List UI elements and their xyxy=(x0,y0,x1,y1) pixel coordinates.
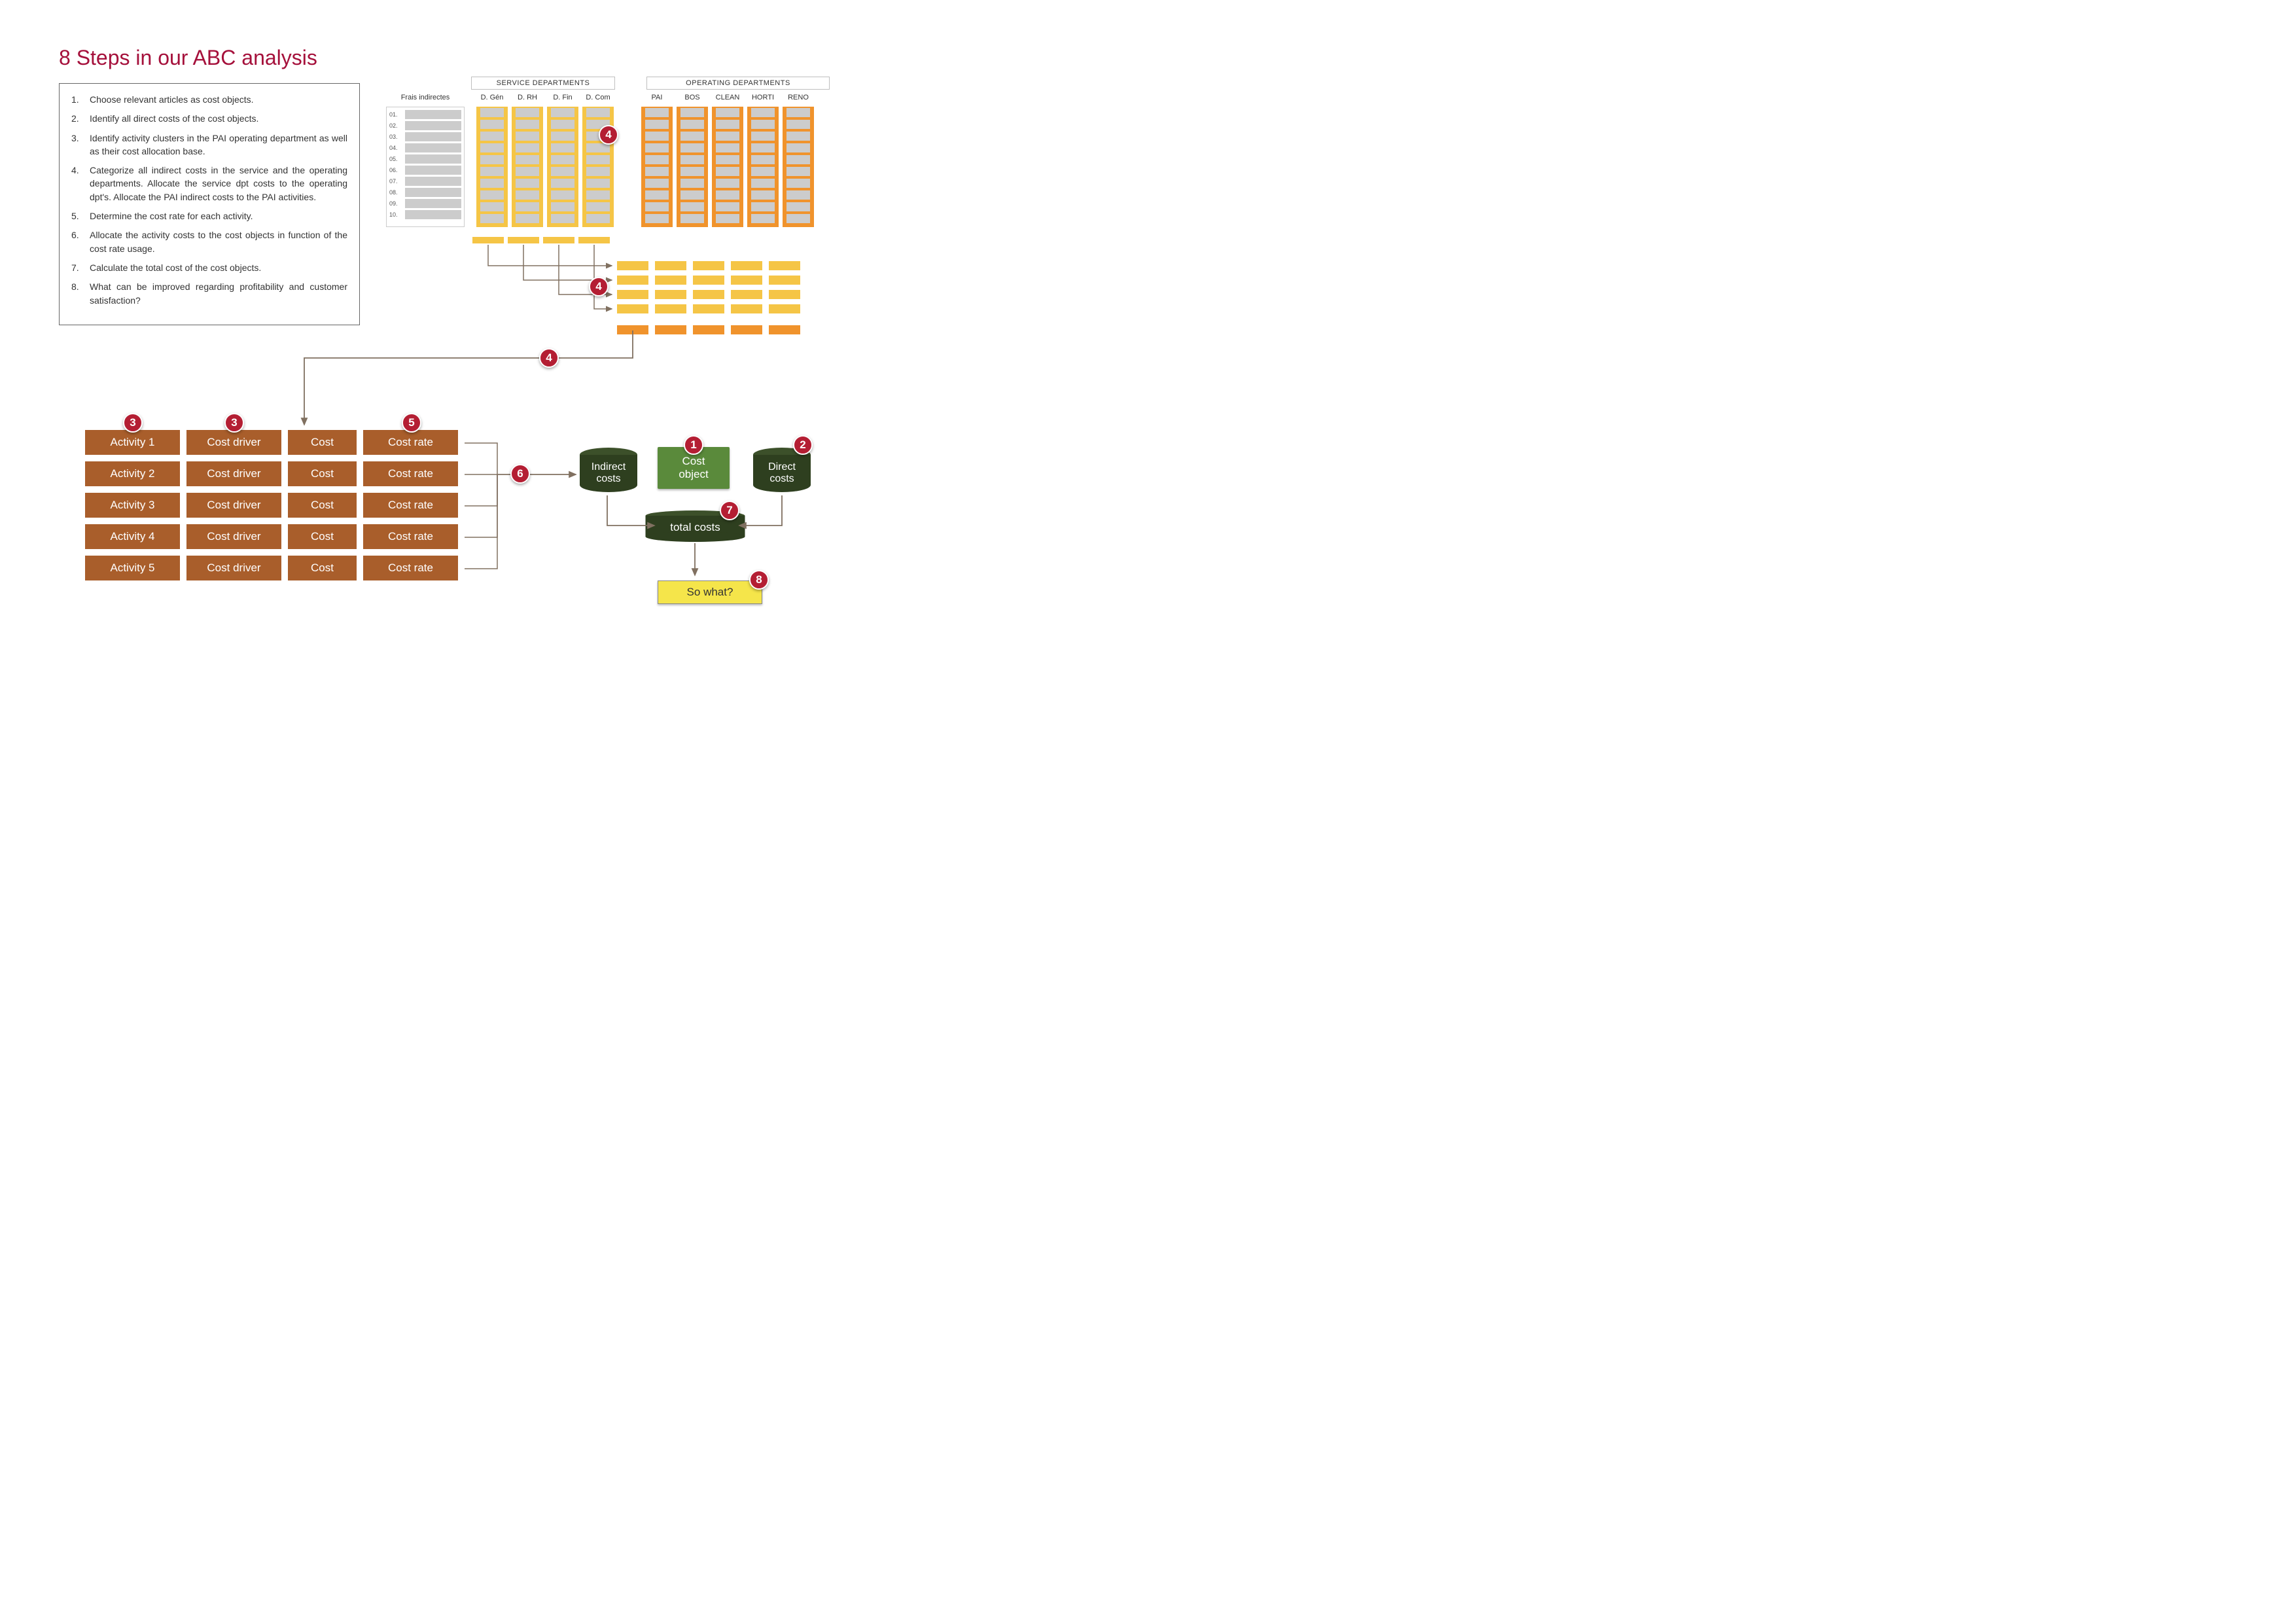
allocation-row xyxy=(617,290,800,299)
operating-column xyxy=(783,107,814,227)
indirect-row: 05. xyxy=(389,154,461,164)
indirect-row: 06. xyxy=(389,166,461,175)
service-column xyxy=(476,107,508,227)
operating-column xyxy=(641,107,673,227)
activity-cell: Cost rate xyxy=(363,461,458,486)
step-item: Identify activity clusters in the PAI op… xyxy=(71,132,347,158)
service-column xyxy=(547,107,578,227)
indirect-costs-title: Frais indirectes xyxy=(386,94,465,101)
operating-col-label: PAI xyxy=(641,94,673,104)
badge-6: 6 xyxy=(510,464,530,484)
step-item: What can be improved regarding profitabi… xyxy=(71,280,347,307)
activity-cell: Activity 2 xyxy=(85,461,180,486)
diagram-canvas: Choose relevant articles as cost objects… xyxy=(59,83,910,692)
activity-cell: Cost driver xyxy=(186,493,281,518)
step-item: Determine the cost rate for each activit… xyxy=(71,209,347,223)
service-col-label: D. Com xyxy=(582,94,614,104)
activity-row: Activity 4Cost driver CostCost rate xyxy=(85,524,458,549)
activity-row: Activity 1Cost driver CostCost rate xyxy=(85,430,458,455)
indirect-row: 03. xyxy=(389,132,461,141)
indirect-row: 08. xyxy=(389,188,461,197)
allocation-row xyxy=(617,304,800,313)
activity-cell: Activity 5 xyxy=(85,556,180,580)
service-col-label: D. Gén xyxy=(476,94,508,104)
badge-4b: 4 xyxy=(589,277,609,296)
activity-cell: Cost rate xyxy=(363,493,458,518)
badge-5: 5 xyxy=(402,413,421,433)
operating-column xyxy=(712,107,743,227)
service-summary-bar xyxy=(543,237,574,243)
activity-cell: Cost driver xyxy=(186,461,281,486)
service-dept-header: SERVICE DEPARTMENTS xyxy=(471,77,615,90)
operating-dept-header: OPERATING DEPARTMENTS xyxy=(646,77,830,90)
page-title: 8 Steps in our ABC analysis xyxy=(59,46,910,70)
badge-3a: 3 xyxy=(123,413,143,433)
activity-cell: Cost xyxy=(288,430,357,455)
indirect-row: 02. xyxy=(389,121,461,130)
activity-cell: Cost xyxy=(288,493,357,518)
allocation-row xyxy=(617,261,800,270)
activity-cell: Cost rate xyxy=(363,524,458,549)
activity-cell: Activity 3 xyxy=(85,493,180,518)
allocation-total-row xyxy=(617,325,800,334)
badge-2: 2 xyxy=(793,435,813,455)
badge-3b: 3 xyxy=(224,413,244,433)
so-what-box: So what? xyxy=(658,580,762,604)
indirect-row: 09. xyxy=(389,199,461,208)
badge-4a: 4 xyxy=(599,125,618,145)
activity-cell: Cost rate xyxy=(363,430,458,455)
operating-col-label: CLEAN xyxy=(712,94,743,104)
activity-table: Activity 1Cost driverCostCost rateActivi… xyxy=(85,430,458,580)
activity-cell: Cost driver xyxy=(186,524,281,549)
step-item: Identify all direct costs of the cost ob… xyxy=(71,112,347,125)
step-item: Categorize all indirect costs in the ser… xyxy=(71,164,347,204)
activity-cell: Cost driver xyxy=(186,556,281,580)
service-col-label: D. Fin xyxy=(547,94,578,104)
step-item: Allocate the activity costs to the cost … xyxy=(71,228,347,255)
service-summary-bar xyxy=(472,237,504,243)
badge-4c: 4 xyxy=(539,348,559,368)
allocation-row xyxy=(617,276,800,285)
operating-column xyxy=(747,107,779,227)
allocation-matrix xyxy=(617,261,800,334)
indirect-costs-cylinder: Indirectcosts xyxy=(579,447,638,493)
activity-cell: Activity 4 xyxy=(85,524,180,549)
dept-labels-row: Frais indirectes D. Gén D. RH D. Fin D. Com… xyxy=(386,94,910,104)
steps-box: Choose relevant articles as cost objects… xyxy=(59,83,360,325)
indirect-row: 04. xyxy=(389,143,461,152)
step-item: Choose relevant articles as cost objects… xyxy=(71,93,347,106)
departments-area: SERVICE DEPARTMENTS OPERATING DEPARTMENT… xyxy=(386,77,910,227)
activity-cell: Activity 1 xyxy=(85,430,180,455)
activity-cell: Cost driver xyxy=(186,430,281,455)
indirect-costs-column: 01. 02. 03. 04. 05. 06. 07. 08. 09. 10. xyxy=(386,107,465,227)
operating-col-label: RENO xyxy=(783,94,814,104)
badge-1: 1 xyxy=(684,435,703,455)
indirect-row: 01. xyxy=(389,110,461,119)
operating-col-label: BOS xyxy=(677,94,708,104)
service-summary-bars xyxy=(472,237,610,243)
service-summary-bar xyxy=(508,237,539,243)
step-item: Calculate the total cost of the cost obj… xyxy=(71,261,347,274)
badge-8: 8 xyxy=(749,570,769,590)
activity-cell: Cost rate xyxy=(363,556,458,580)
service-column xyxy=(512,107,543,227)
activity-row: Activity 3Cost driver CostCost rate xyxy=(85,493,458,518)
indirect-row: 10. xyxy=(389,210,461,219)
activity-row: Activity 5Cost driver CostCost rate xyxy=(85,556,458,580)
operating-column xyxy=(677,107,708,227)
service-col-label: D. RH xyxy=(512,94,543,104)
activity-cell: Cost xyxy=(288,556,357,580)
service-summary-bar xyxy=(578,237,610,243)
operating-col-label: HORTI xyxy=(747,94,779,104)
activity-row: Activity 2Cost driver CostCost rate xyxy=(85,461,458,486)
indirect-row: 07. xyxy=(389,177,461,186)
activity-cell: Cost xyxy=(288,524,357,549)
activity-cell: Cost xyxy=(288,461,357,486)
badge-7: 7 xyxy=(720,501,739,520)
